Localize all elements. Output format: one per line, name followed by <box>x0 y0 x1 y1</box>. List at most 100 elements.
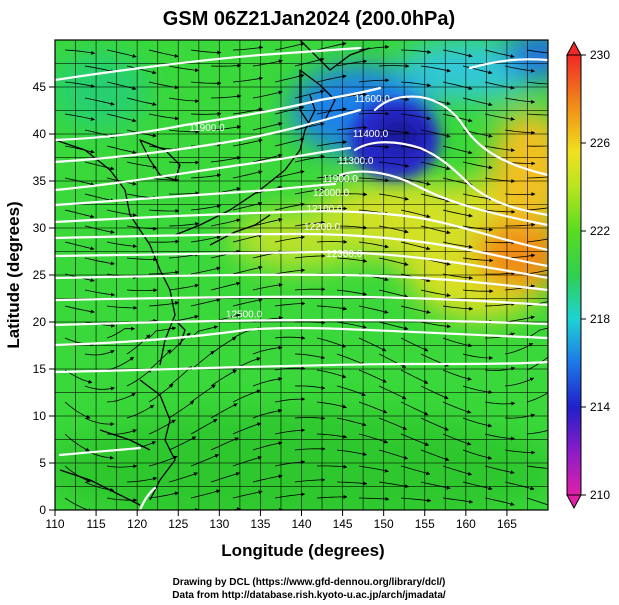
streamline-arrow <box>358 111 390 116</box>
height-contour-line <box>55 182 337 207</box>
streamline-arrow <box>484 113 515 121</box>
streamline-arrow <box>232 76 264 83</box>
streamline-arrow <box>462 65 493 75</box>
streamline-arrow <box>84 97 115 106</box>
colorbar-top-triangle <box>566 40 582 56</box>
streamline-arrow <box>274 366 306 371</box>
streamline-arrow <box>210 156 241 163</box>
streamline-arrow <box>462 161 493 170</box>
streamline-arrow <box>252 217 283 227</box>
streamline-arrow <box>294 446 326 451</box>
streamline-arrow <box>442 465 473 476</box>
streamline-arrow <box>64 113 95 121</box>
streamline-arrow <box>106 49 137 58</box>
streamline-arrow <box>504 192 536 197</box>
streamline-arrow <box>358 241 389 249</box>
streamline-arrow <box>400 113 431 121</box>
streamline-arrow <box>526 207 548 211</box>
streamline-arrow <box>190 454 220 467</box>
streamline-arrow <box>64 145 95 154</box>
colorbar-bottom-triangle <box>566 494 582 510</box>
streamline-arrow <box>294 187 325 195</box>
streamline-arrow <box>126 161 157 169</box>
streamline-arrow <box>210 94 242 99</box>
streamline-arrow <box>484 145 515 153</box>
streamline-arrow <box>126 225 158 231</box>
streamline-arrow <box>316 41 347 51</box>
y-tick-label: 25 <box>33 268 47 282</box>
streamline-arrow <box>274 268 306 275</box>
streamline-arrow <box>274 460 306 467</box>
streamline-arrow <box>168 436 197 451</box>
streamline-arrow <box>462 257 494 263</box>
streamline-arrow <box>232 233 263 243</box>
streamline-arrow <box>210 63 242 68</box>
height-contour-line <box>55 273 548 292</box>
streamline-arrow <box>504 129 536 135</box>
streamline-arrow <box>484 302 516 307</box>
height-contour-line <box>55 108 362 164</box>
streamline-arrow <box>232 422 262 435</box>
streamline-arrow <box>84 481 115 492</box>
streamline-arrow <box>378 353 407 368</box>
streamline-arrow <box>504 449 536 455</box>
streamline-arrow <box>336 353 366 366</box>
streamline-arrow <box>210 437 239 451</box>
contour-labels: 11600.0 11400.0 11300.0 11900.0 12000.0 12100… <box>189 94 390 320</box>
streamline-arrow <box>358 465 389 473</box>
height-contour-line <box>468 58 548 70</box>
streamline-arrow <box>106 464 138 469</box>
height-contour-line <box>55 86 382 142</box>
streamline-arrow <box>358 78 390 83</box>
streamline-arrow <box>84 350 115 356</box>
y-axis-ticks: 0 5 10 15 20 25 30 35 40 45 <box>33 80 55 517</box>
height-contour-line <box>55 360 548 374</box>
streamline-arrow <box>148 383 174 403</box>
streamline-arrow <box>484 332 515 339</box>
streamline-arrow <box>462 449 493 460</box>
streamline-arrow <box>504 65 535 73</box>
streamline-arrow <box>316 433 348 439</box>
y-axis-title: Latitude (degrees) <box>4 201 23 348</box>
streamline-arrow <box>252 153 283 163</box>
streamline-arrow <box>400 241 431 251</box>
contour-label: 12500.0 <box>226 309 263 320</box>
streamline-arrow <box>274 202 305 211</box>
streamline-arrow <box>148 113 179 121</box>
streamline-arrow <box>336 481 368 486</box>
streamline-arrow <box>316 140 348 147</box>
chart-title: GSM 06Z21Jan2024 (200.0hPa) <box>163 8 455 30</box>
streamline-arrow <box>337 512 367 514</box>
height-contour-line <box>55 46 362 82</box>
y-tick-label: 40 <box>33 127 47 141</box>
streamline-arrow <box>84 65 115 74</box>
streamline-arrow <box>400 433 430 446</box>
streamline-arrow <box>316 401 347 409</box>
streamline-arrow <box>148 81 179 90</box>
streamline-arrow <box>274 335 306 340</box>
streamline-arrow <box>442 209 473 218</box>
streamline-arrow <box>294 385 326 390</box>
streamline-arrow <box>400 305 431 314</box>
streamline-arrow <box>64 81 95 88</box>
streamline-arrow <box>420 449 450 462</box>
streamline-arrow <box>106 241 137 249</box>
streamline-arrow <box>316 337 346 348</box>
height-contour-line <box>55 210 548 252</box>
streamline-arrow <box>106 145 137 155</box>
contour-label: 11900.0 <box>189 123 225 134</box>
streamline-arrow <box>190 350 215 371</box>
x-tick-label: 120 <box>127 517 147 531</box>
streamline-arrow <box>504 413 536 419</box>
streamline-arrow <box>526 238 548 243</box>
streamline-arrow <box>294 353 326 360</box>
streamline-arrow <box>232 298 263 307</box>
streamline-arrow <box>484 497 515 506</box>
streamline-arrow <box>484 177 516 184</box>
streamline-arrow <box>148 301 180 307</box>
streamline-arrow <box>400 177 431 186</box>
streamline-arrow <box>462 289 494 294</box>
height-contour-line <box>55 326 548 347</box>
streamline-arrow <box>378 225 409 234</box>
streamline-arrow <box>442 497 474 504</box>
